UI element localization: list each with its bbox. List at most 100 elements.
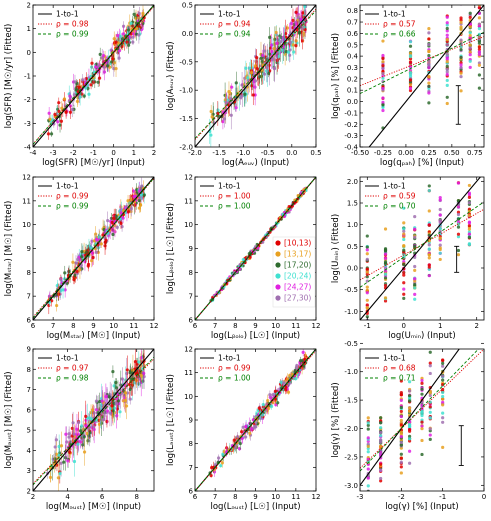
data-point xyxy=(268,395,272,399)
y-tick-label: -3.0 xyxy=(344,482,358,490)
y-tick-label: -1.5 xyxy=(344,397,358,405)
data-point xyxy=(292,50,296,54)
data-point xyxy=(128,397,132,401)
data-point xyxy=(467,221,472,225)
y-tick-label: 0.5 xyxy=(347,41,358,49)
data-point xyxy=(381,100,385,104)
x-tick-label: -2 xyxy=(70,149,77,157)
bin-legend-label: [20,24) xyxy=(284,272,311,281)
y-tick-label: -2.5 xyxy=(344,453,358,461)
data-point xyxy=(399,398,403,403)
data-point xyxy=(365,298,369,302)
data-point xyxy=(123,391,128,395)
data-point xyxy=(134,32,139,36)
x-tick-label: 7 xyxy=(213,322,217,330)
data-point xyxy=(383,252,388,256)
data-point xyxy=(240,83,244,87)
data-point xyxy=(116,33,120,38)
y-tick-label: 6 xyxy=(27,317,32,325)
y-tick-label: 9 xyxy=(189,245,193,253)
data-point xyxy=(399,409,403,414)
panel-8: 6 7 8 9 10 11 12 6 7 8 9 10 11 12 log(Lₔᵤₛₜ) [L☉] (Inp… xyxy=(166,346,320,513)
one-to-one-line xyxy=(360,177,482,320)
data-point xyxy=(111,232,115,237)
data-point xyxy=(413,279,417,283)
data-point xyxy=(456,181,461,185)
data-point xyxy=(413,215,417,219)
data-point xyxy=(381,69,385,73)
y-tick-label: 10 xyxy=(22,221,31,229)
data-point xyxy=(223,98,227,102)
data-point xyxy=(408,54,413,58)
data-point xyxy=(427,31,431,35)
data-point xyxy=(90,61,94,65)
data-point xyxy=(89,246,93,250)
data-point xyxy=(366,439,370,443)
data-point xyxy=(74,261,78,265)
data-point xyxy=(98,52,102,56)
data-point xyxy=(365,248,369,252)
data-point xyxy=(383,283,388,287)
data-point xyxy=(402,221,406,225)
data-point xyxy=(428,393,432,398)
data-point xyxy=(441,445,445,449)
data-point xyxy=(459,75,463,79)
data-point xyxy=(427,243,431,247)
data-point xyxy=(477,16,482,20)
data-point xyxy=(445,67,449,71)
data-point xyxy=(468,50,472,54)
data-point xyxy=(438,257,442,262)
x-tick-label: 12 xyxy=(150,322,159,330)
data-point xyxy=(477,52,482,57)
data-point xyxy=(383,227,388,231)
y-tick-label: 4 xyxy=(27,447,32,455)
data-point xyxy=(383,299,388,303)
data-point xyxy=(92,427,96,432)
data-point xyxy=(445,78,449,83)
bin-legend-marker xyxy=(275,284,281,290)
x-tick-label: 2 xyxy=(152,149,156,157)
legend-label: ρ = 0.94 xyxy=(218,20,251,29)
data-point xyxy=(272,47,276,51)
data-point xyxy=(408,406,412,410)
data-point xyxy=(413,264,417,269)
data-point xyxy=(427,37,431,41)
data-point xyxy=(84,414,88,418)
data-point xyxy=(86,264,90,268)
data-point xyxy=(210,115,214,119)
data-point xyxy=(365,303,369,307)
data-point xyxy=(383,296,388,300)
data-point xyxy=(428,433,432,437)
data-point xyxy=(295,22,299,26)
data-point xyxy=(261,402,265,407)
data-point xyxy=(249,70,254,75)
x-tick-label: 0.00 xyxy=(398,149,414,157)
data-point xyxy=(222,117,226,121)
y-axis-label: log(Mₛₜₐᵣ) [M☉] (Fitted) xyxy=(4,201,14,297)
data-point xyxy=(427,43,431,47)
y-tick-label: 0.1 xyxy=(347,87,358,95)
data-point xyxy=(366,450,370,454)
data-point xyxy=(365,291,369,295)
panel-3: -0.50 -0.25 0.00 0.25 0.50 0.75 -0.4 -0.3 -0.2 -0… xyxy=(331,4,485,168)
data-point xyxy=(420,392,424,396)
data-point xyxy=(438,198,442,202)
data-point xyxy=(477,61,482,65)
y-tick-label: 3 xyxy=(27,467,31,475)
data-point xyxy=(284,388,288,392)
x-tick-label: 8 xyxy=(233,493,237,501)
data-point xyxy=(137,360,141,364)
data-point xyxy=(117,49,122,53)
x-axis-label: log(Lₔᵤₛₜ) [L☉] (Input) xyxy=(210,502,300,512)
data-point xyxy=(456,253,461,257)
x-tick-label: -0.5 xyxy=(261,149,275,157)
data-point xyxy=(413,286,417,290)
data-point xyxy=(139,373,144,377)
x-tick-label: 9 xyxy=(253,493,257,501)
data-point xyxy=(366,436,370,440)
data-point xyxy=(76,420,81,425)
data-point xyxy=(445,43,449,47)
y-axis-label: log(Lᵦₒₗₒ) [L☉] (Fitted) xyxy=(166,203,176,294)
y-tick-label: 7 xyxy=(27,386,31,394)
